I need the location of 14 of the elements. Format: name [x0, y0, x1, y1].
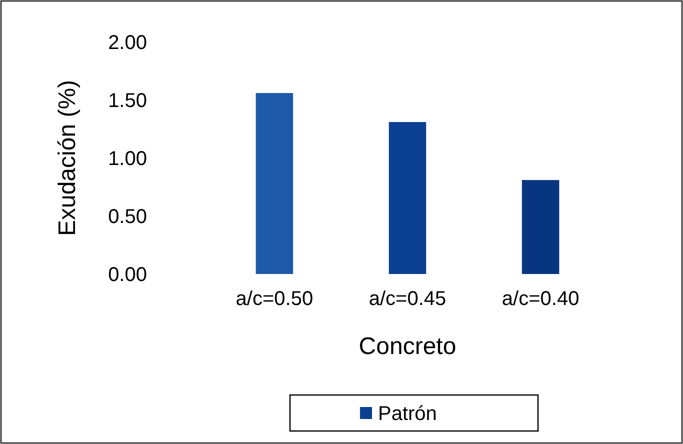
y-tick-label: 0.00	[108, 264, 147, 286]
bar	[388, 122, 426, 274]
bar	[256, 93, 294, 274]
legend-label: Patrón	[378, 403, 437, 425]
x-tick-label: a/c=0.50	[236, 288, 314, 310]
y-tick-label: 2.00	[108, 32, 147, 54]
y-axis-title: Exudación (%)	[54, 80, 81, 236]
y-tick-label: 1.50	[108, 90, 147, 112]
x-tick-label: a/c=0.40	[502, 288, 580, 310]
y-tick-label: 1.00	[108, 148, 147, 170]
x-tick-label: a/c=0.45	[368, 288, 446, 310]
x-axis-title: Concreto	[358, 333, 456, 360]
bar	[522, 180, 560, 274]
y-tick-label: 0.50	[108, 206, 147, 228]
